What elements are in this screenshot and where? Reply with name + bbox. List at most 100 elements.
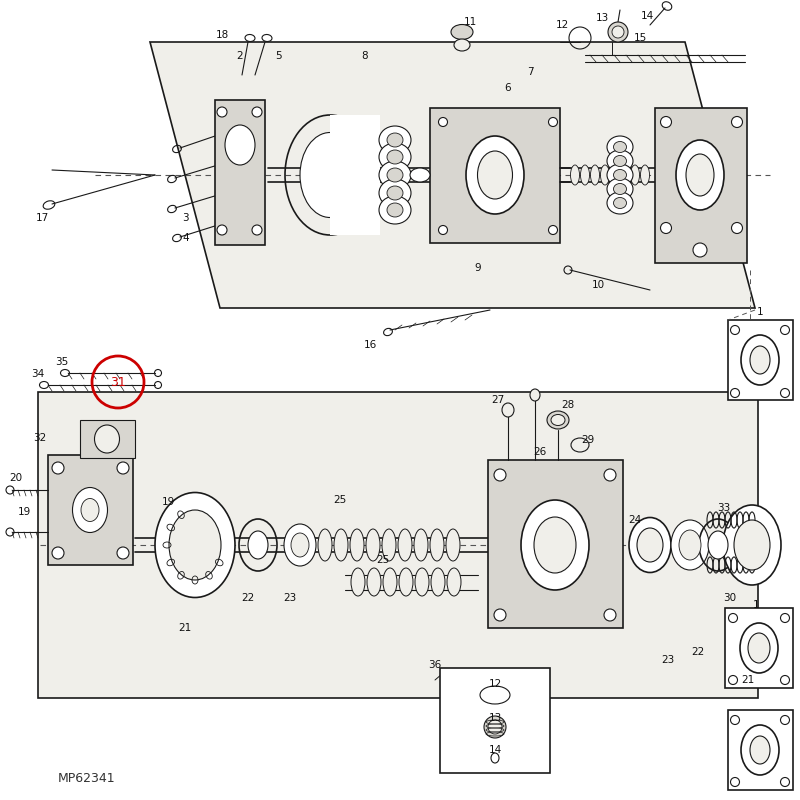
Text: 13: 13 xyxy=(595,13,609,23)
Ellipse shape xyxy=(446,529,460,561)
Ellipse shape xyxy=(781,614,790,622)
Ellipse shape xyxy=(252,107,262,117)
Ellipse shape xyxy=(52,462,64,474)
Ellipse shape xyxy=(248,531,268,559)
Ellipse shape xyxy=(291,533,309,557)
Ellipse shape xyxy=(729,675,738,685)
Ellipse shape xyxy=(781,778,790,786)
Text: 22: 22 xyxy=(242,593,254,603)
Ellipse shape xyxy=(614,170,626,181)
Ellipse shape xyxy=(731,117,742,127)
Ellipse shape xyxy=(379,126,411,154)
Ellipse shape xyxy=(781,675,790,685)
Text: 35: 35 xyxy=(55,357,69,367)
Ellipse shape xyxy=(748,633,770,663)
Ellipse shape xyxy=(604,609,616,621)
Ellipse shape xyxy=(607,192,633,214)
Ellipse shape xyxy=(252,225,262,235)
Ellipse shape xyxy=(484,716,506,738)
Ellipse shape xyxy=(488,720,502,734)
Ellipse shape xyxy=(612,26,624,38)
Ellipse shape xyxy=(300,133,360,218)
Ellipse shape xyxy=(447,568,461,596)
Ellipse shape xyxy=(379,196,411,224)
Text: 28: 28 xyxy=(562,400,574,410)
Ellipse shape xyxy=(679,530,701,560)
Ellipse shape xyxy=(608,22,628,42)
Text: 17: 17 xyxy=(35,213,49,223)
Ellipse shape xyxy=(614,155,626,166)
Ellipse shape xyxy=(217,107,227,117)
Ellipse shape xyxy=(52,547,64,559)
Ellipse shape xyxy=(379,161,411,189)
Ellipse shape xyxy=(387,133,403,147)
Bar xyxy=(80,420,135,458)
Ellipse shape xyxy=(781,326,790,334)
Bar xyxy=(728,320,793,400)
Text: 32: 32 xyxy=(34,433,46,443)
Text: 36: 36 xyxy=(428,660,442,670)
Text: 13: 13 xyxy=(488,713,502,723)
Text: 26: 26 xyxy=(534,447,546,457)
Text: 25: 25 xyxy=(334,495,346,505)
Text: 20: 20 xyxy=(10,473,22,483)
Ellipse shape xyxy=(729,614,738,622)
Ellipse shape xyxy=(366,529,380,561)
Ellipse shape xyxy=(387,150,403,164)
Ellipse shape xyxy=(549,118,558,126)
Ellipse shape xyxy=(676,140,724,210)
Ellipse shape xyxy=(350,529,364,561)
Ellipse shape xyxy=(781,389,790,398)
Ellipse shape xyxy=(415,568,429,596)
Ellipse shape xyxy=(494,469,506,481)
Ellipse shape xyxy=(607,136,633,158)
Ellipse shape xyxy=(451,25,473,39)
Ellipse shape xyxy=(73,487,107,533)
Ellipse shape xyxy=(740,623,778,673)
Text: 6: 6 xyxy=(505,83,511,93)
Ellipse shape xyxy=(629,518,671,573)
Text: 3: 3 xyxy=(182,213,188,223)
Text: 16: 16 xyxy=(363,340,377,350)
Text: 14: 14 xyxy=(488,745,502,755)
Ellipse shape xyxy=(438,118,447,126)
Ellipse shape xyxy=(438,226,447,234)
Text: 4: 4 xyxy=(182,233,190,243)
Ellipse shape xyxy=(521,500,589,590)
Ellipse shape xyxy=(478,151,513,199)
Bar xyxy=(655,108,747,263)
Ellipse shape xyxy=(431,568,445,596)
Text: MP62341: MP62341 xyxy=(58,771,116,785)
Text: 24: 24 xyxy=(628,515,642,525)
Ellipse shape xyxy=(225,125,255,165)
Text: 33: 33 xyxy=(718,503,730,513)
Ellipse shape xyxy=(318,529,332,561)
Ellipse shape xyxy=(607,150,633,172)
Ellipse shape xyxy=(601,165,610,185)
Ellipse shape xyxy=(781,715,790,725)
Text: 1: 1 xyxy=(753,600,759,610)
Bar xyxy=(728,710,793,790)
Text: 23: 23 xyxy=(283,593,297,603)
Bar xyxy=(330,115,380,235)
Ellipse shape xyxy=(614,183,626,194)
Ellipse shape xyxy=(387,168,403,182)
Text: 12: 12 xyxy=(488,679,502,689)
Bar xyxy=(430,108,560,243)
Ellipse shape xyxy=(383,568,397,596)
Ellipse shape xyxy=(607,178,633,200)
Ellipse shape xyxy=(730,326,739,334)
Ellipse shape xyxy=(379,143,411,171)
Ellipse shape xyxy=(661,222,671,234)
Ellipse shape xyxy=(155,493,235,598)
Ellipse shape xyxy=(367,568,381,596)
Text: 9: 9 xyxy=(474,263,482,273)
Ellipse shape xyxy=(494,609,506,621)
Ellipse shape xyxy=(410,168,430,182)
Ellipse shape xyxy=(614,198,626,209)
Ellipse shape xyxy=(502,403,514,417)
Text: 5: 5 xyxy=(274,51,282,61)
Ellipse shape xyxy=(708,531,728,559)
Ellipse shape xyxy=(547,411,569,429)
Ellipse shape xyxy=(217,225,227,235)
